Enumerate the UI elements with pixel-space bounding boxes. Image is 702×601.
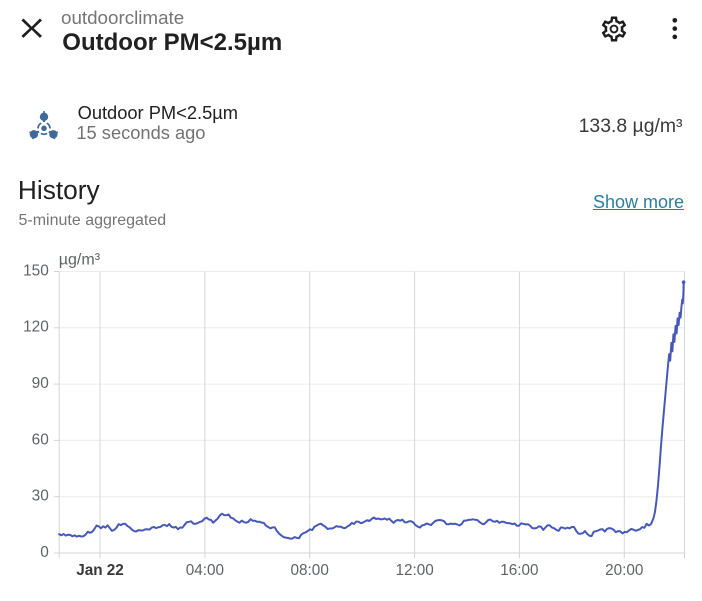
svg-text:12:00: 12:00 [395, 562, 433, 579]
svg-text:04:00: 04:00 [186, 562, 224, 579]
svg-text:20:00: 20:00 [605, 562, 643, 579]
svg-text:90: 90 [32, 375, 49, 392]
svg-text:08:00: 08:00 [291, 562, 329, 579]
svg-text:0: 0 [40, 544, 49, 561]
svg-text:150: 150 [23, 262, 49, 279]
svg-text:30: 30 [32, 488, 49, 505]
svg-text:Jan 22: Jan 22 [76, 562, 124, 579]
svg-text:16:00: 16:00 [500, 562, 538, 579]
svg-text:60: 60 [32, 431, 49, 448]
svg-text:120: 120 [23, 319, 49, 336]
svg-text:µg/m³: µg/m³ [59, 251, 101, 268]
